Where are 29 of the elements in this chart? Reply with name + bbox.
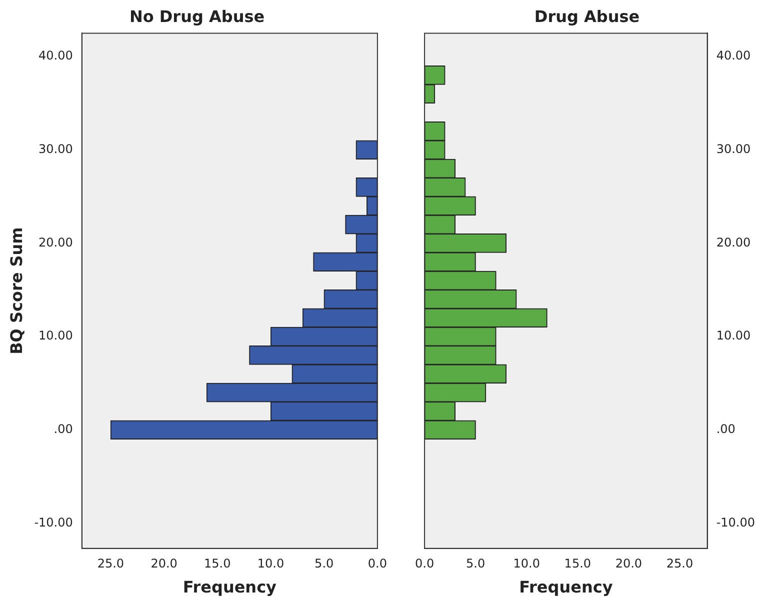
- x-tick-label: 0.0: [414, 556, 434, 571]
- x-tick-label: 15.0: [204, 556, 231, 571]
- x-tick-label: 0.0: [368, 556, 388, 571]
- x-tick-label: 25.0: [666, 556, 694, 571]
- y-tick-label: 40.00: [38, 48, 73, 63]
- chart-title: No Drug Abuse: [129, 6, 265, 26]
- x-axis-title: Frequency: [519, 578, 614, 597]
- y-tick-label: 30.00: [38, 142, 73, 156]
- y-tick-label: .00: [716, 422, 736, 436]
- x-tick-label: 5.0: [466, 556, 486, 571]
- x-tick-label: 15.0: [564, 556, 592, 571]
- y-tick-label: 30.00: [716, 142, 751, 156]
- x-tick-label: 20.0: [615, 556, 642, 571]
- x-tick-label: 10.0: [513, 556, 540, 571]
- y-tick-label: 40.00: [716, 48, 751, 63]
- y-axis-title: BQ Score Sum: [6, 227, 26, 354]
- x-tick-label: 25.0: [97, 556, 124, 571]
- x-tick-label: 10.0: [257, 556, 284, 571]
- y-tick-label: 20.00: [38, 235, 73, 250]
- x-tick-label: 20.0: [150, 556, 178, 571]
- y-tick-label: 20.00: [716, 235, 751, 250]
- x-tick-label: 5.0: [314, 556, 334, 571]
- y-tick-label: 10.00: [716, 328, 751, 343]
- chart-title: Drug Abuse: [534, 6, 640, 26]
- y-tick-label: .00: [54, 422, 73, 436]
- y-tick-label: 10.00: [38, 328, 73, 343]
- x-axis-title: Frequency: [182, 578, 278, 597]
- y-tick-label: -10.00: [34, 515, 73, 530]
- y-tick-label: -10.00: [716, 515, 756, 530]
